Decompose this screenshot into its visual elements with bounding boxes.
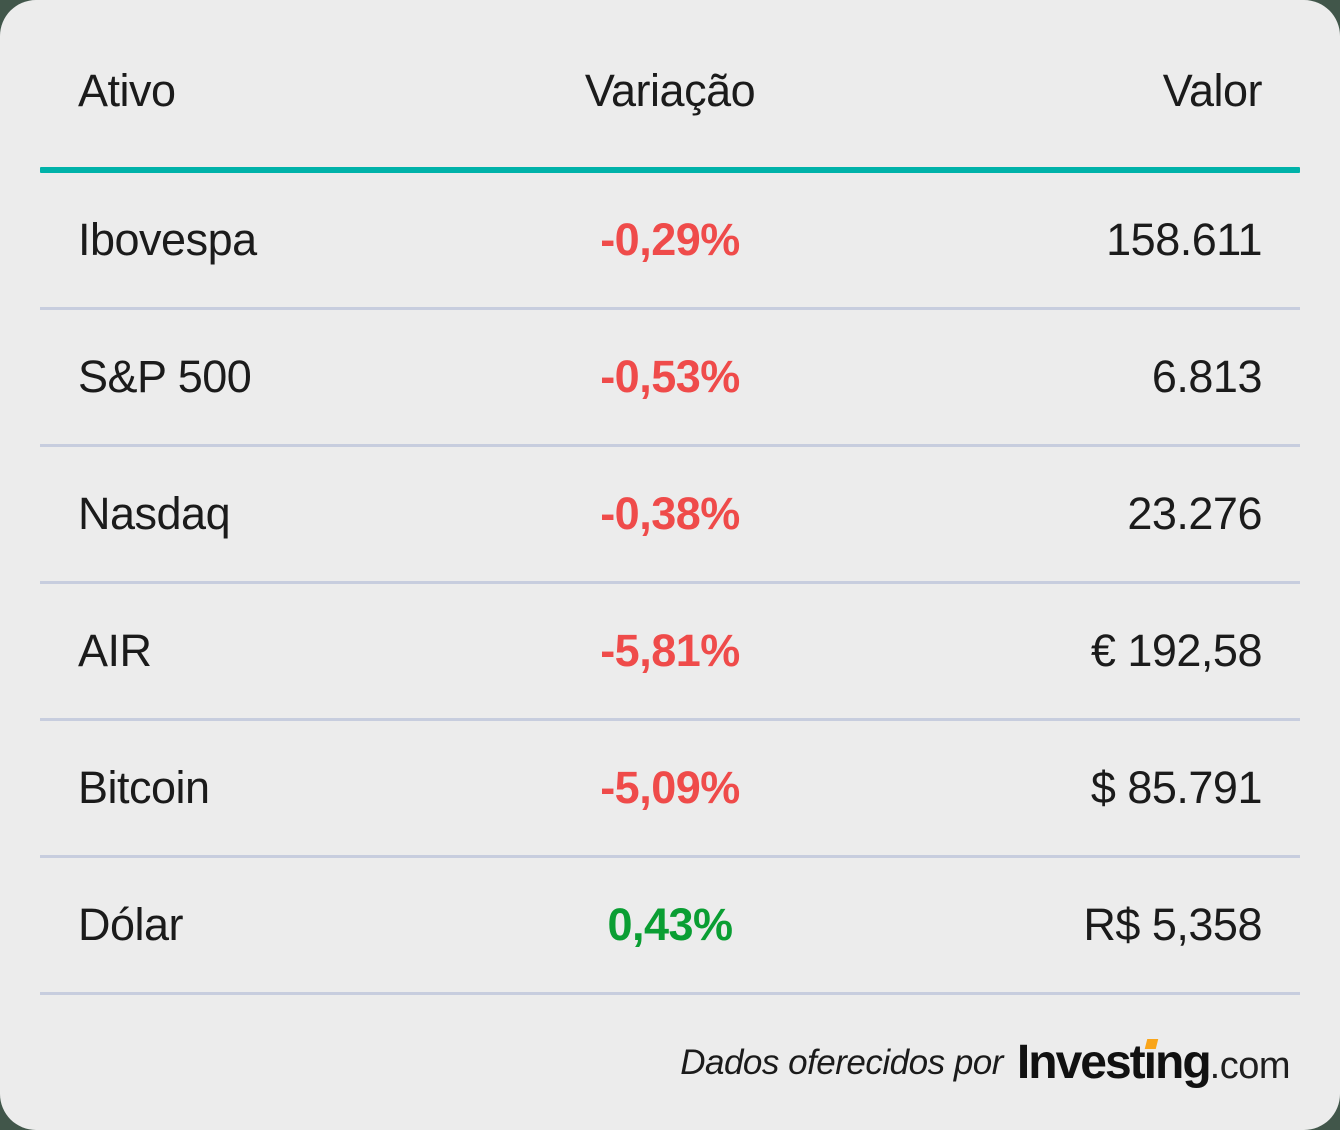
table-row: Ibovespa -0,29% 158.611: [40, 173, 1300, 310]
footer: Dados oferecidos por Invest ıng .com: [40, 995, 1300, 1130]
header-variacao: Variação: [584, 64, 756, 116]
asset-value: 6.813: [1151, 351, 1263, 402]
asset-value: $ 85.791: [1090, 762, 1263, 813]
asset-name: Dólar: [78, 899, 184, 950]
table-row: Nasdaq -0,38% 23.276: [40, 447, 1300, 584]
asset-value: 23.276: [1127, 488, 1262, 539]
variation-percent: -0,29%: [600, 214, 740, 265]
header-valor: Valor: [1162, 64, 1263, 116]
variation-percent: -5,09%: [600, 762, 740, 813]
table-body: Ibovespa -0,29% 158.611 S&P 500 -0,53% 6…: [40, 173, 1300, 995]
variation-percent: -5,81%: [600, 625, 740, 676]
asset-name: S&P 500: [78, 351, 252, 402]
variation-percent: -0,53%: [600, 351, 740, 402]
asset-name: Nasdaq: [78, 488, 231, 539]
asset-value: 158.611: [1106, 214, 1262, 265]
asset-name: AIR: [78, 625, 152, 676]
investing-com-logo[interactable]: Invest ıng .com: [1016, 1035, 1291, 1090]
logo-orange-tittle-icon: [1144, 1039, 1158, 1049]
header-divider-rule: [40, 167, 1300, 173]
table-row: Bitcoin -5,09% $ 85.791: [40, 721, 1300, 858]
logo-wordmark: Invest ıng: [1016, 1036, 1212, 1089]
header-ativo: Ativo: [78, 64, 176, 116]
variation-percent: 0,43%: [607, 899, 733, 950]
asset-name: Bitcoin: [78, 762, 210, 813]
attribution-text: Dados oferecidos por: [680, 1042, 1003, 1082]
table-header-row: Ativo Variação Valor: [40, 0, 1300, 167]
logo-domain: .com: [1209, 1045, 1291, 1087]
table-row: Dólar 0,43% R$ 5,358: [40, 858, 1300, 995]
table-row: AIR -5,81% € 192,58: [40, 584, 1300, 721]
variation-percent: -0,38%: [600, 488, 740, 539]
asset-name: Ibovespa: [78, 214, 257, 265]
table-row: S&P 500 -0,53% 6.813: [40, 310, 1300, 447]
asset-value: R$ 5,358: [1083, 899, 1262, 950]
asset-value: € 192,58: [1090, 625, 1263, 676]
